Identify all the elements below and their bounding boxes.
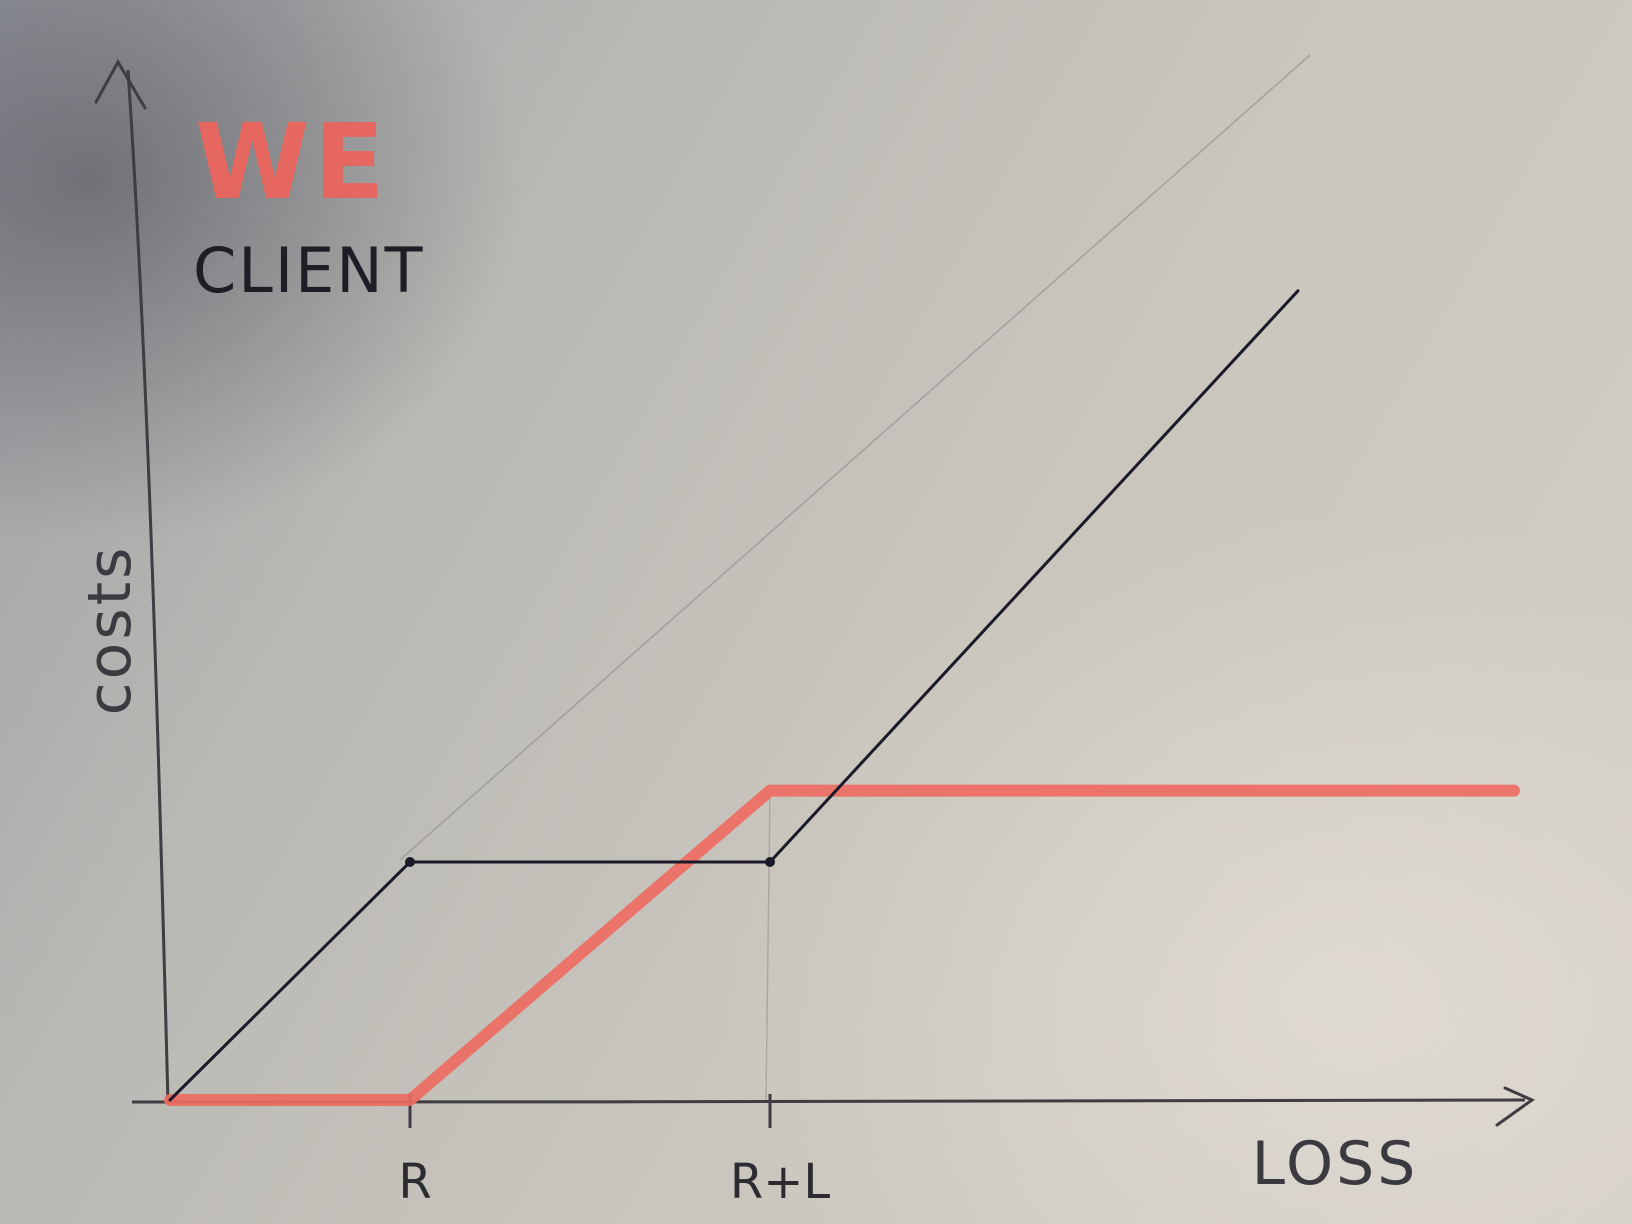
reference-diagonal bbox=[399, 54, 1311, 861]
client-breakpoint-1 bbox=[405, 857, 415, 867]
client-breakpoint-2 bbox=[765, 857, 775, 867]
y-axis-title: costs bbox=[75, 545, 145, 716]
y-axis-arrow-icon bbox=[94, 58, 147, 110]
y-axis bbox=[126, 69, 170, 1104]
x-tick-label-r-plus-l: R+L bbox=[730, 1154, 831, 1210]
guide-line-r-plus-l bbox=[765, 790, 771, 1101]
legend-entry-we: WE bbox=[195, 101, 389, 223]
legend-entry-client: CLIENT bbox=[193, 234, 425, 307]
x-axis-title: LOSS bbox=[1252, 1129, 1419, 1199]
series-line-client bbox=[168, 289, 1300, 1102]
x-axis-arrow-icon bbox=[1495, 1086, 1536, 1127]
x-tick-label-r: R bbox=[398, 1154, 431, 1210]
series-line-we bbox=[164, 784, 1520, 1106]
